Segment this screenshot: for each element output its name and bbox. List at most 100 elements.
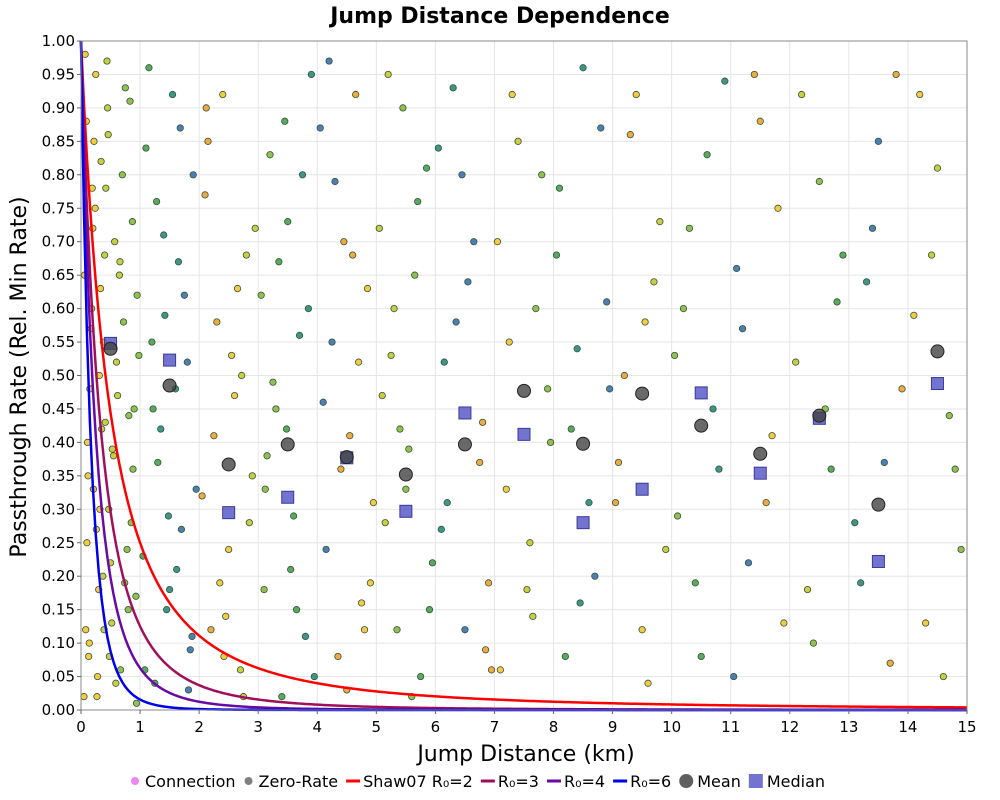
mean-marker — [930, 344, 945, 359]
data-point — [180, 291, 188, 299]
data-point — [538, 171, 546, 179]
data-point — [951, 465, 959, 473]
data-point — [183, 358, 191, 366]
data-point — [261, 485, 269, 493]
y-tick-label: 0.95 — [42, 65, 75, 83]
mean-marker — [280, 437, 295, 452]
data-point — [331, 177, 339, 186]
mean-marker — [694, 418, 709, 433]
data-point — [611, 499, 620, 507]
data-point — [614, 458, 623, 467]
data-point — [502, 485, 510, 493]
legend-item: Mean — [679, 772, 741, 791]
data-point — [839, 251, 847, 259]
data-point — [479, 418, 487, 426]
data-point — [129, 465, 137, 473]
data-point — [414, 197, 422, 206]
data-point — [730, 672, 738, 681]
data-point — [597, 124, 605, 132]
legend-label: Shaw07 R₀=2 — [363, 772, 473, 791]
data-point — [287, 565, 295, 574]
mean-marker — [635, 386, 650, 401]
data-point — [108, 619, 116, 627]
y-axis-label: Passthrough Rate (Rel. Min Rate) — [7, 196, 32, 557]
data-point — [337, 465, 345, 473]
data-point — [641, 318, 649, 326]
data-point — [132, 699, 141, 707]
x-tick-label: 13 — [839, 718, 858, 736]
data-point — [470, 238, 478, 246]
data-point — [189, 171, 197, 179]
data-point — [927, 251, 936, 259]
median-marker — [399, 504, 413, 518]
data-point — [298, 171, 307, 179]
data-point — [363, 284, 372, 293]
data-point — [184, 686, 193, 694]
data-point — [101, 251, 109, 259]
data-point — [284, 218, 292, 226]
data-point — [482, 646, 490, 654]
data-point — [591, 572, 599, 580]
data-point — [266, 151, 274, 159]
data-point — [83, 539, 91, 547]
data-point — [325, 57, 333, 65]
y-tick-label: 1.00 — [42, 32, 75, 50]
data-point — [405, 445, 413, 453]
data-point — [697, 652, 705, 661]
legend-label: R₀=6 — [630, 772, 671, 791]
data-point — [768, 432, 776, 440]
data-point — [862, 278, 871, 286]
data-point — [115, 271, 123, 279]
data-point — [130, 405, 138, 413]
data-point — [422, 164, 431, 172]
data-point — [523, 585, 531, 594]
data-point — [84, 472, 92, 480]
data-point — [484, 579, 493, 587]
data-point — [916, 90, 924, 99]
scatter-points — [80, 50, 965, 707]
data-point — [112, 358, 121, 366]
legend-item: Shaw07 R₀=2 — [346, 772, 473, 791]
data-point — [880, 458, 888, 467]
data-point — [173, 565, 181, 574]
data-point — [174, 258, 183, 266]
mean-marker — [398, 467, 413, 482]
data-point — [738, 325, 747, 333]
data-point — [90, 137, 98, 145]
data-point — [142, 144, 150, 152]
x-tick-label: 5 — [372, 718, 382, 736]
legend-item: R₀=4 — [546, 772, 605, 791]
y-tick-label: 0.10 — [42, 634, 75, 652]
data-point — [369, 499, 377, 507]
data-point — [295, 331, 304, 339]
data-point — [632, 90, 640, 99]
data-point — [650, 278, 658, 286]
data-point — [322, 545, 330, 554]
data-point — [756, 117, 764, 125]
data-point — [269, 378, 277, 386]
curve-shaw07 — [79, 40, 968, 709]
mean-marker — [162, 378, 177, 393]
legend-marker — [131, 777, 139, 785]
data-point — [123, 545, 131, 554]
median-marker — [281, 490, 295, 504]
data-point — [425, 606, 434, 614]
data-point — [393, 626, 401, 634]
data-point — [851, 519, 859, 527]
x-tick-label: 15 — [957, 718, 976, 736]
data-point — [381, 519, 389, 527]
data-point — [133, 291, 141, 299]
data-point — [656, 218, 664, 226]
data-point — [263, 452, 271, 460]
data-point — [236, 666, 245, 674]
data-point — [228, 351, 236, 360]
data-point — [780, 619, 788, 627]
data-point — [868, 224, 877, 232]
data-point — [579, 64, 587, 72]
x-tick-label: 0 — [76, 718, 86, 736]
data-point — [93, 672, 102, 681]
data-point — [216, 579, 224, 587]
data-point — [886, 659, 894, 667]
data-point — [290, 512, 298, 520]
data-point — [898, 385, 906, 393]
